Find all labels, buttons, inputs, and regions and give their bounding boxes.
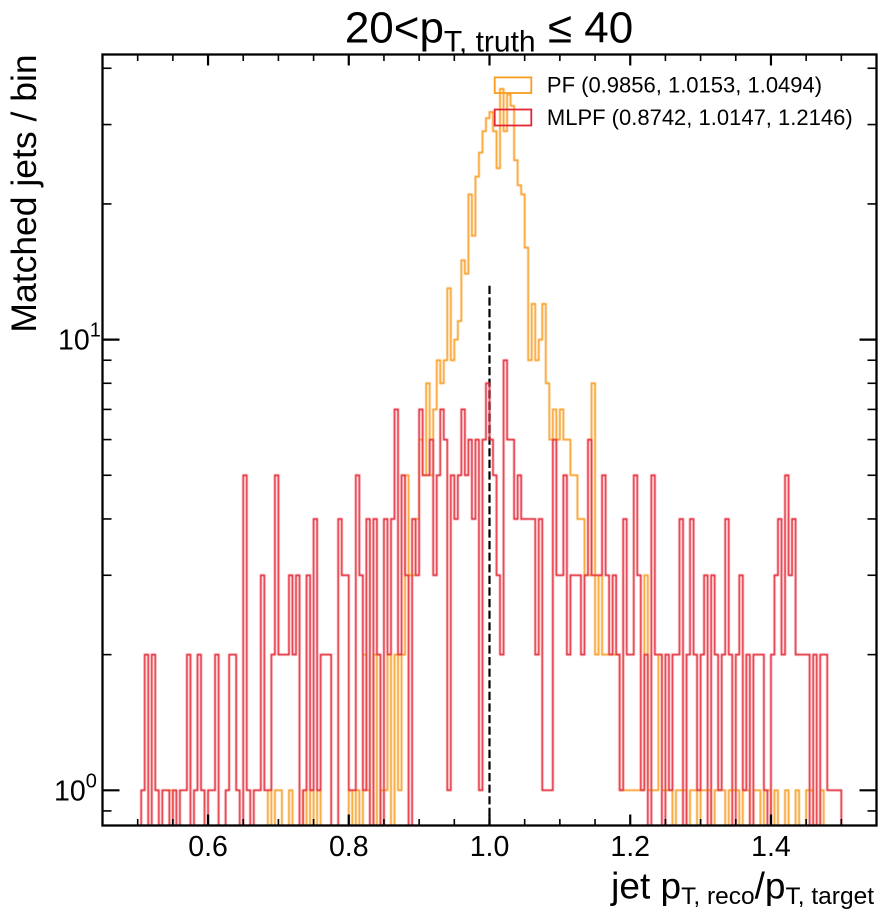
svg-text:0.6: 0.6 bbox=[188, 831, 228, 863]
svg-text:0.8: 0.8 bbox=[329, 831, 369, 863]
svg-text:PF (0.9856, 1.0153, 1.0494): PF (0.9856, 1.0153, 1.0494) bbox=[547, 73, 822, 98]
svg-text:MLPF (0.8742, 1.0147, 1.2146): MLPF (0.8742, 1.0147, 1.2146) bbox=[547, 105, 853, 130]
svg-text:1.0: 1.0 bbox=[470, 831, 510, 863]
svg-text:1.2: 1.2 bbox=[610, 831, 650, 863]
svg-text:jet pT, reco/pT, target: jet pT, reco/pT, target bbox=[610, 866, 874, 911]
svg-text:Matched jets / bin: Matched jets / bin bbox=[4, 54, 44, 332]
svg-text:1.4: 1.4 bbox=[751, 831, 791, 863]
